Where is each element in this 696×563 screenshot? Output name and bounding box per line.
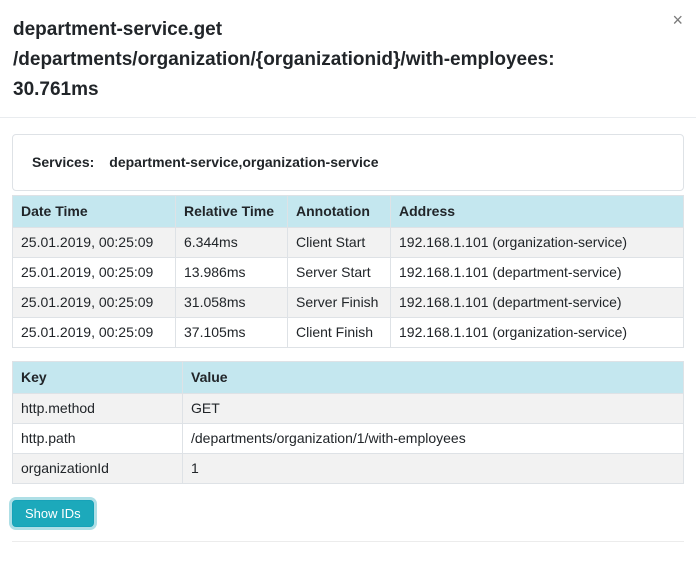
services-value: department-service,organization-service xyxy=(109,154,378,170)
column-header-date-time: Date Time xyxy=(13,196,176,228)
footer-divider xyxy=(12,541,684,542)
show-ids-button[interactable]: Show IDs xyxy=(12,500,94,527)
cell-date-time: 25.01.2019, 00:25:09 xyxy=(13,318,176,348)
cell-date-time: 25.01.2019, 00:25:09 xyxy=(13,288,176,318)
column-header-value: Value xyxy=(183,362,684,394)
table-row: 25.01.2019, 00:25:09 31.058ms Server Fin… xyxy=(13,288,684,318)
table-row: 25.01.2019, 00:25:09 13.986ms Server Sta… xyxy=(13,258,684,288)
modal-title-line-1: department-service.get xyxy=(13,15,652,45)
modal-body: Services: department-service,organization… xyxy=(0,118,696,542)
modal-title-line-3: 30.761ms xyxy=(13,75,652,105)
cell-address: 192.168.1.101 (department-service) xyxy=(391,288,684,318)
cell-relative-time: 37.105ms xyxy=(176,318,288,348)
cell-address: 192.168.1.101 (organization-service) xyxy=(391,228,684,258)
cell-annotation: Server Finish xyxy=(288,288,391,318)
column-header-annotation: Annotation xyxy=(288,196,391,228)
cell-date-time: 25.01.2019, 00:25:09 xyxy=(13,258,176,288)
cell-annotation: Client Finish xyxy=(288,318,391,348)
table-row: http.method GET xyxy=(13,394,684,424)
tags-header-row: Key Value xyxy=(13,362,684,394)
cell-key: http.method xyxy=(13,394,183,424)
table-row: 25.01.2019, 00:25:09 37.105ms Client Fin… xyxy=(13,318,684,348)
table-row: http.path /departments/organization/1/wi… xyxy=(13,424,684,454)
modal-header: department-service.get /departments/orga… xyxy=(0,0,696,118)
cell-address: 192.168.1.101 (department-service) xyxy=(391,258,684,288)
trace-details-modal: department-service.get /departments/orga… xyxy=(0,0,696,542)
cell-date-time: 25.01.2019, 00:25:09 xyxy=(13,228,176,258)
table-row: organizationId 1 xyxy=(13,454,684,484)
cell-key: http.path xyxy=(13,424,183,454)
cell-value: GET xyxy=(183,394,684,424)
cell-key: organizationId xyxy=(13,454,183,484)
cell-relative-time: 13.986ms xyxy=(176,258,288,288)
table-row: 25.01.2019, 00:25:09 6.344ms Client Star… xyxy=(13,228,684,258)
column-header-relative-time: Relative Time xyxy=(176,196,288,228)
column-header-key: Key xyxy=(13,362,183,394)
cell-value: /departments/organization/1/with-employe… xyxy=(183,424,684,454)
cell-annotation: Server Start xyxy=(288,258,391,288)
services-panel: Services: department-service,organization… xyxy=(12,134,684,191)
modal-title-line-2: /departments/organization/{organizationi… xyxy=(13,45,652,75)
cell-annotation: Client Start xyxy=(288,228,391,258)
annotations-table: Date Time Relative Time Annotation Addre… xyxy=(12,195,684,348)
modal-title: department-service.get /departments/orga… xyxy=(13,15,652,105)
cell-address: 192.168.1.101 (organization-service) xyxy=(391,318,684,348)
cell-value: 1 xyxy=(183,454,684,484)
tags-table: Key Value http.method GET http.path /dep… xyxy=(12,361,684,484)
close-icon[interactable]: × xyxy=(672,11,683,29)
cell-relative-time: 31.058ms xyxy=(176,288,288,318)
cell-relative-time: 6.344ms xyxy=(176,228,288,258)
annotations-header-row: Date Time Relative Time Annotation Addre… xyxy=(13,196,684,228)
column-header-address: Address xyxy=(391,196,684,228)
services-label: Services: xyxy=(32,154,94,170)
